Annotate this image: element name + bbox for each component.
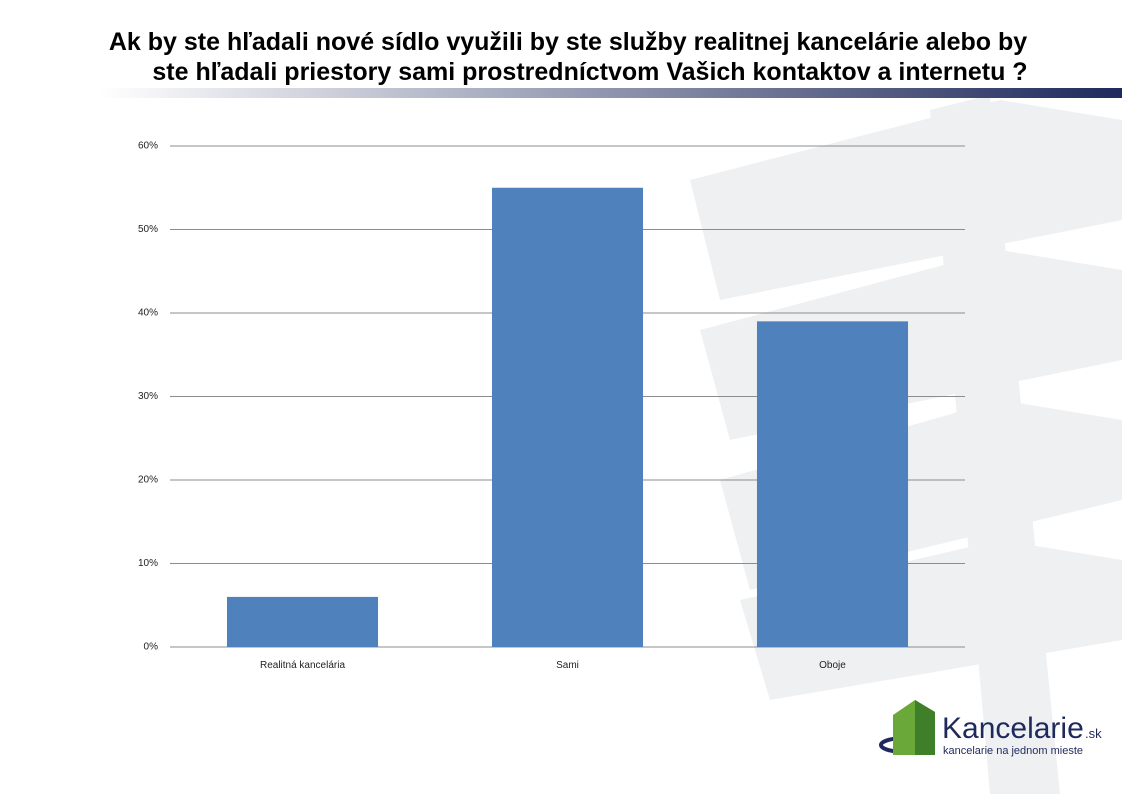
bar <box>226 596 379 647</box>
background-decoration <box>690 95 1122 794</box>
logo: Kancelarie .sk kancelarie na jednom mies… <box>879 700 1102 757</box>
y-tick-label: 10% <box>138 558 158 569</box>
logo-building-side <box>915 700 935 755</box>
logo-tagline: kancelarie na jednom mieste <box>943 745 1083 757</box>
y-tick-label: 20% <box>138 475 158 486</box>
x-tick-label: Oboje <box>819 660 846 671</box>
logo-domain: .sk <box>1085 726 1102 741</box>
logo-name: Kancelarie <box>942 712 1084 745</box>
bar <box>491 187 644 647</box>
chart-title: Ak by ste hľadali nové sídlo využili by … <box>109 28 1027 56</box>
y-tick-label: 0% <box>144 642 159 653</box>
title-underline <box>100 88 1122 98</box>
y-tick-label: 60% <box>138 141 158 152</box>
x-tick-label: Realitná kancelária <box>260 660 345 671</box>
x-tick-label: Sami <box>556 660 579 671</box>
y-tick-label: 30% <box>138 391 158 402</box>
bar <box>756 321 909 647</box>
y-tick-label: 50% <box>138 224 158 235</box>
y-tick-label: 40% <box>138 308 158 319</box>
chart-title: ste hľadali priestory sami prostredníctv… <box>152 58 1027 86</box>
